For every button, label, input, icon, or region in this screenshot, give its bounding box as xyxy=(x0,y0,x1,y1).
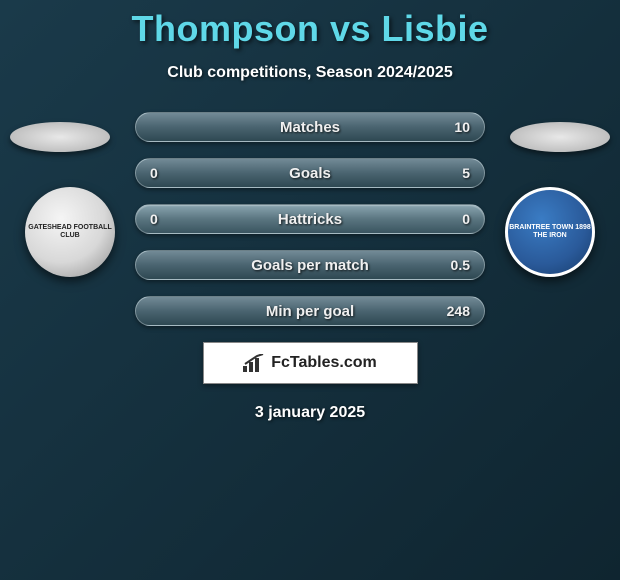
stat-value-left: 0 xyxy=(150,211,158,227)
page-subtitle: Club competitions, Season 2024/2025 xyxy=(0,64,620,82)
stat-row: 0 Hattricks 0 xyxy=(135,204,485,234)
page-title: Thompson vs Lisbie xyxy=(0,8,620,50)
club-crest-right: BRAINTREE TOWN 1898 THE IRON xyxy=(505,187,595,277)
club-crest-left: GATESHEAD FOOTBALL CLUB xyxy=(25,187,115,277)
stat-label: Goals per match xyxy=(251,257,369,274)
stat-label: Min per goal xyxy=(266,303,354,320)
stat-value-left: 0 xyxy=(150,165,158,181)
footer-date: 3 january 2025 xyxy=(10,404,610,422)
club-crest-left-label: GATESHEAD FOOTBALL CLUB xyxy=(25,224,115,241)
player-marker-right xyxy=(510,122,610,152)
stat-label: Hattricks xyxy=(278,211,342,228)
stat-value-right: 248 xyxy=(447,303,470,319)
stat-value-right: 10 xyxy=(454,119,470,135)
main-area: GATESHEAD FOOTBALL CLUB BRAINTREE TOWN 1… xyxy=(0,112,620,422)
stats-list: Matches 10 0 Goals 5 0 Hattricks 0 Goals per mat… xyxy=(135,112,485,326)
stat-row: Goals per match 0.5 xyxy=(135,250,485,280)
club-crest-right-label: BRAINTREE TOWN 1898 THE IRON xyxy=(508,224,592,241)
brand-badge[interactable]: FcTables.com xyxy=(203,342,418,384)
brand-text: FcTables.com xyxy=(271,354,377,372)
chart-icon xyxy=(243,354,265,372)
stat-row: Matches 10 xyxy=(135,112,485,142)
stat-value-right: 0.5 xyxy=(451,257,470,273)
stat-row: 0 Goals 5 xyxy=(135,158,485,188)
player-marker-left xyxy=(10,122,110,152)
stat-value-right: 0 xyxy=(462,211,470,227)
stat-value-right: 5 xyxy=(462,165,470,181)
stat-label: Matches xyxy=(280,119,340,136)
stat-label: Goals xyxy=(289,165,331,182)
stat-row: Min per goal 248 xyxy=(135,296,485,326)
comparison-card: Thompson vs Lisbie Club competitions, Se… xyxy=(0,0,620,422)
